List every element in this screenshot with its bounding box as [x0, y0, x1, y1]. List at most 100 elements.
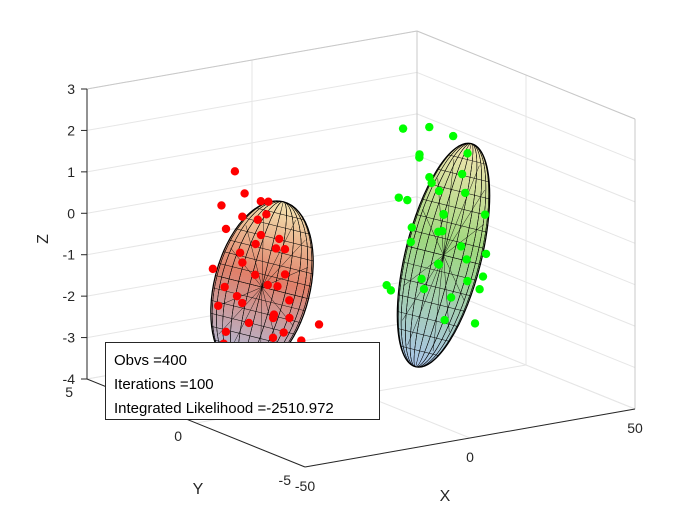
x-tick-label: 50 [627, 420, 643, 436]
cluster-2-point [457, 169, 467, 179]
cluster-1-point [244, 318, 254, 328]
cluster-2-point [406, 237, 415, 247]
cluster-2-point [386, 286, 396, 295]
cluster-2-point [434, 186, 444, 196]
obvs-text: Obvs =400 [114, 352, 187, 369]
mesh-spoke [410, 246, 444, 256]
cluster-2-point [456, 242, 466, 251]
cluster-1-point [235, 248, 245, 257]
annotation-box: Obvs =400 Iterations =100 Integrated Lik… [105, 342, 380, 420]
cluster-2-point [403, 195, 412, 205]
cluster-1-point [232, 291, 242, 301]
cluster-1-point [256, 197, 266, 206]
y-tick-label: -5 [279, 472, 292, 488]
x-axis-line [304, 408, 636, 468]
z-tick-label: -4 [63, 371, 76, 387]
cluster-2-point [470, 319, 480, 328]
cluster-2-point [398, 124, 408, 133]
mesh-spoke [261, 240, 306, 288]
z-tick-label: -1 [63, 247, 76, 263]
cluster-2-point [434, 227, 443, 236]
cluster-2-point [415, 150, 424, 159]
cluster-1-point [275, 234, 284, 244]
cluster-1-point [214, 301, 223, 310]
cluster-2-point [440, 315, 449, 325]
z-tick-label: 2 [67, 122, 75, 138]
x-axis-label: X [440, 488, 451, 505]
mesh-spoke [443, 165, 480, 256]
cluster-1-point [238, 258, 247, 267]
cluster-1-point [240, 189, 249, 198]
cluster-1-point [262, 210, 271, 219]
cluster-2-point [433, 259, 443, 269]
mesh-spoke [218, 286, 263, 335]
cluster-1-point [285, 313, 294, 323]
cluster-1-point [251, 239, 260, 249]
box-edge [416, 30, 636, 120]
cluster-1-point [256, 230, 266, 240]
z-axis-label: Z [35, 234, 52, 244]
mesh-spoke [443, 255, 465, 302]
cluster-2-point [394, 193, 403, 202]
z-tick-label: 3 [67, 81, 75, 97]
cluster-1-point [279, 328, 288, 337]
cluster-1-point [230, 167, 240, 176]
cluster-1-point [220, 282, 229, 292]
cluster-2-point [480, 210, 490, 219]
cluster-1-point [314, 320, 324, 329]
mesh-spoke [418, 255, 444, 356]
ellipsoid-2 [396, 142, 491, 368]
cluster-1-point [280, 245, 290, 254]
axes-grid [86, 30, 636, 468]
mesh-spoke [245, 225, 263, 288]
cluster-2-point [463, 276, 472, 286]
cluster-1-point [285, 296, 294, 305]
cluster-2-point [463, 149, 472, 158]
cluster-1-point [221, 327, 231, 337]
cluster-1-point [217, 201, 226, 210]
cluster-2-point [446, 293, 456, 302]
mesh-spoke [443, 189, 485, 256]
z-tick-label: 1 [67, 164, 75, 180]
cluster-2-point [475, 285, 484, 294]
cluster-2-point [481, 249, 491, 259]
mesh-spoke [443, 159, 455, 256]
y-tick-label: 5 [65, 384, 73, 400]
cluster-2-point [439, 210, 448, 220]
cluster-1-point [221, 224, 231, 234]
cluster-1-point [273, 282, 282, 291]
cluster-1-point [263, 280, 272, 290]
cluster-1-point [238, 298, 247, 308]
z-tick-label: -2 [63, 288, 76, 304]
cluster-1-point [251, 270, 260, 280]
cluster-2-point [417, 274, 426, 284]
x-tick-label: 0 [466, 449, 474, 465]
cluster-2-point [419, 284, 429, 294]
cluster-2-point [448, 131, 458, 141]
cluster-2-point [427, 178, 436, 188]
x-tick-label: -50 [295, 478, 315, 494]
mesh-spoke [432, 255, 444, 352]
cluster-1-point [271, 244, 281, 253]
mesh-spoke [407, 255, 444, 345]
cluster-2-point [460, 188, 470, 198]
mesh-spoke [422, 209, 444, 256]
cluster-1-point [269, 313, 278, 323]
likelihood-text: Integrated Likelihood =-2510.972 [114, 400, 334, 417]
z-tick-label: 0 [67, 205, 75, 221]
mesh-spoke [261, 212, 264, 288]
y-axis-label: Y [193, 481, 204, 498]
cluster-2-point [425, 122, 434, 132]
cluster-1-point [253, 215, 262, 224]
mesh-spoke [443, 255, 477, 264]
cluster-1-point [268, 333, 278, 342]
cluster-1-point [208, 264, 218, 274]
cluster-1-point [238, 212, 247, 221]
cluster-1-point [264, 197, 273, 206]
mesh-spoke [230, 247, 263, 288]
mesh-spoke [443, 224, 484, 256]
mesh-spoke [261, 210, 282, 288]
cluster-2-point [478, 272, 488, 281]
